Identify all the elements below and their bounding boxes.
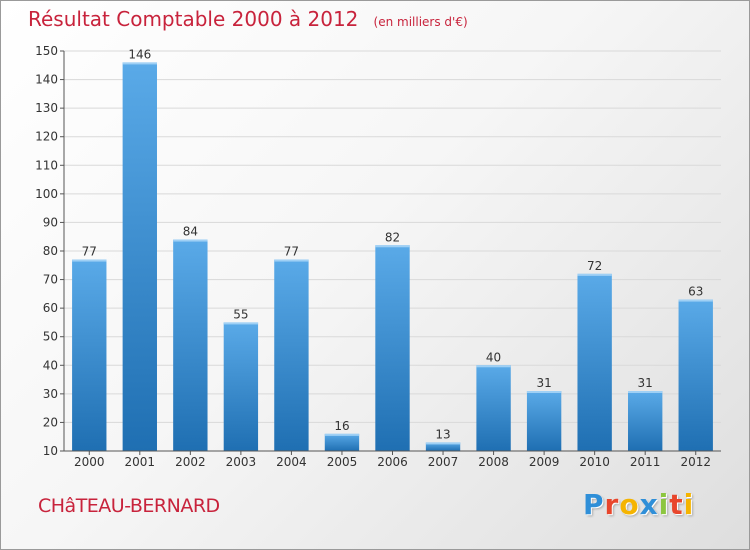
data-label-2008: 40 bbox=[486, 350, 501, 364]
y-tick-label: 60 bbox=[43, 301, 58, 315]
bar-top-highlight bbox=[628, 391, 663, 393]
brand-logo-letter: x bbox=[639, 488, 659, 521]
bar-top-highlight bbox=[476, 365, 511, 368]
y-tick-label: 140 bbox=[35, 73, 58, 87]
data-label-2003: 55 bbox=[233, 307, 248, 321]
bar-top-highlight bbox=[577, 273, 612, 276]
bar-top-highlight bbox=[173, 239, 208, 242]
bar-top-highlight bbox=[526, 391, 562, 393]
data-label-2000: 77 bbox=[82, 245, 97, 259]
bar-top-highlight bbox=[274, 259, 309, 262]
y-tick-label: 20 bbox=[43, 415, 58, 429]
brand-logo-letter: o bbox=[619, 488, 640, 521]
y-tick-label: 150 bbox=[35, 44, 58, 58]
bar-2000 bbox=[72, 259, 107, 451]
x-tick-label-2001: 2001 bbox=[125, 455, 156, 469]
x-tick-label-2006: 2006 bbox=[377, 455, 408, 469]
bar-top-highlight bbox=[223, 322, 259, 325]
brand-logo-letter: P bbox=[583, 488, 605, 521]
data-label-2004: 77 bbox=[284, 245, 299, 259]
data-label-2006: 82 bbox=[385, 230, 400, 244]
chart-title: Résultat Comptable 2000 à 2012 bbox=[28, 7, 359, 31]
axes bbox=[60, 50, 721, 455]
x-tick-label-2010: 2010 bbox=[579, 455, 610, 469]
x-tick-label-2007: 2007 bbox=[428, 455, 459, 469]
data-label-2005: 16 bbox=[334, 419, 349, 433]
brand-logo: Proxiti bbox=[583, 488, 694, 521]
bar-top-highlight bbox=[122, 62, 157, 65]
bar-top-highlight bbox=[678, 299, 713, 302]
bar-top-highlight bbox=[72, 259, 107, 262]
y-tick-label: 10 bbox=[43, 444, 58, 458]
bars bbox=[72, 62, 713, 452]
data-label-2007: 13 bbox=[435, 427, 450, 441]
y-tick-label: 90 bbox=[43, 215, 58, 229]
y-tick-label: 30 bbox=[43, 387, 58, 401]
bar-2012 bbox=[678, 299, 713, 451]
title-row: Résultat Comptable 2000 à 2012 (en milli… bbox=[28, 7, 468, 31]
chart-subtitle: (en milliers d'€) bbox=[373, 15, 468, 29]
bar-2007 bbox=[425, 442, 461, 451]
data-label-2001: 146 bbox=[128, 47, 151, 61]
y-tick-label: 40 bbox=[43, 358, 58, 372]
data-label-2002: 84 bbox=[183, 225, 198, 239]
bar-2010 bbox=[577, 273, 612, 451]
y-tick-label: 110 bbox=[35, 158, 58, 172]
y-tick-label: 120 bbox=[35, 130, 58, 144]
bar-2006 bbox=[375, 245, 410, 451]
bar-2008 bbox=[476, 365, 511, 451]
y-tick-label: 100 bbox=[35, 187, 58, 201]
x-tick-label-2005: 2005 bbox=[327, 455, 358, 469]
x-tick-label-2011: 2011 bbox=[630, 455, 661, 469]
bar-top-highlight bbox=[324, 433, 360, 436]
bar-2009 bbox=[526, 391, 562, 451]
bar-2001 bbox=[122, 62, 157, 452]
y-tick-label: 80 bbox=[43, 244, 58, 258]
brand-logo-letter: i bbox=[658, 488, 670, 521]
data-label-2011: 31 bbox=[638, 376, 653, 390]
brand-logo-letter: i bbox=[683, 488, 695, 521]
bar-2005 bbox=[324, 433, 360, 451]
data-label-2012: 63 bbox=[688, 285, 703, 299]
y-tick-label: 50 bbox=[43, 330, 58, 344]
bar-2003 bbox=[223, 322, 259, 451]
bar-2004 bbox=[274, 259, 309, 451]
x-tick-label-2003: 2003 bbox=[226, 455, 257, 469]
x-tick-label-2000: 2000 bbox=[74, 455, 105, 469]
x-tick-label-2004: 2004 bbox=[276, 455, 307, 469]
x-tick-label-2008: 2008 bbox=[478, 455, 509, 469]
bar-top-highlight bbox=[425, 442, 461, 445]
data-label-2010: 72 bbox=[587, 259, 602, 273]
location-name: CHâTEAU-BERNARD bbox=[38, 495, 220, 517]
x-tick-label-2012: 2012 bbox=[680, 455, 711, 469]
bar-2011 bbox=[628, 391, 663, 451]
x-tick-label-2009: 2009 bbox=[529, 455, 560, 469]
y-tick-label: 70 bbox=[43, 273, 58, 287]
labels: 10 20 30 40 50 60 70 80 90 100 110 120 130 140 150 77 20… bbox=[35, 44, 711, 469]
brand-logo-letter: r bbox=[604, 488, 620, 521]
bar-top-highlight bbox=[375, 245, 410, 248]
x-tick-label-2002: 2002 bbox=[175, 455, 206, 469]
data-label-2009: 31 bbox=[536, 376, 551, 390]
bar-2002 bbox=[173, 239, 208, 451]
brand-logo-letter: t bbox=[669, 488, 684, 521]
y-tick-label: 130 bbox=[35, 101, 58, 115]
